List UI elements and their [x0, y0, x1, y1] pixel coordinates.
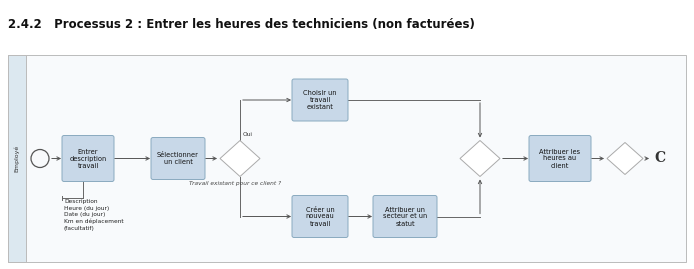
FancyBboxPatch shape	[292, 79, 348, 121]
Text: 2.4.2   Processus 2 : Entrer les heures des techniciens (non facturées): 2.4.2 Processus 2 : Entrer les heures de…	[8, 18, 475, 31]
Polygon shape	[220, 140, 260, 176]
Polygon shape	[460, 140, 500, 176]
FancyBboxPatch shape	[292, 196, 348, 238]
Text: Attribuer les
heures au
client: Attribuer les heures au client	[539, 148, 581, 168]
FancyBboxPatch shape	[373, 196, 437, 238]
Text: C: C	[654, 151, 666, 165]
Text: Sélectionner
un client: Sélectionner un client	[157, 152, 199, 165]
Text: Employé: Employé	[15, 145, 19, 172]
Text: Attribuer un
secteur et un
statut: Attribuer un secteur et un statut	[383, 207, 427, 226]
Text: Créer un
nouveau
travail: Créer un nouveau travail	[305, 207, 335, 226]
FancyBboxPatch shape	[62, 136, 114, 182]
Text: Choisir un
travail
existant: Choisir un travail existant	[303, 90, 337, 110]
FancyBboxPatch shape	[8, 55, 26, 262]
FancyBboxPatch shape	[151, 137, 205, 179]
Polygon shape	[607, 143, 643, 175]
Text: Description
Heure (du jour)
Date (du jour)
Km en déplacement
(facultatif): Description Heure (du jour) Date (du jou…	[64, 200, 124, 231]
FancyBboxPatch shape	[529, 136, 591, 182]
FancyBboxPatch shape	[8, 55, 686, 262]
Text: Oui: Oui	[243, 132, 253, 136]
Text: Entrer
description
travail: Entrer description travail	[69, 148, 107, 168]
Text: Travail existant pour ce client ?: Travail existant pour ce client ?	[189, 182, 281, 186]
